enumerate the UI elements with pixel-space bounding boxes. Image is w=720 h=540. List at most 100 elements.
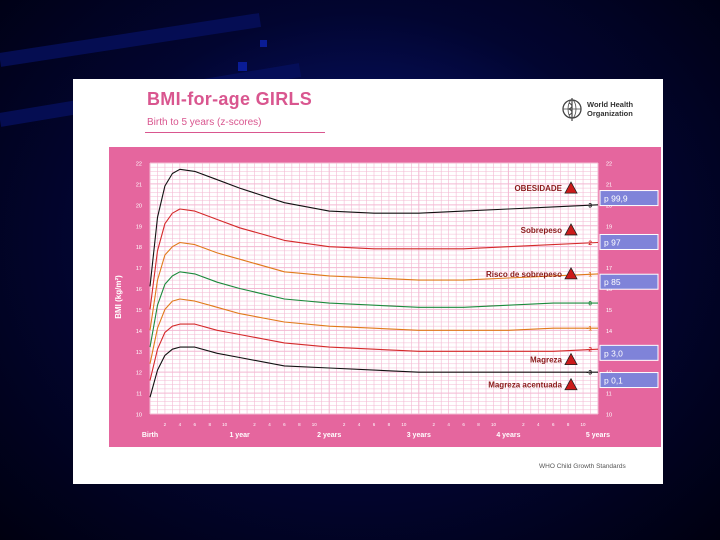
x-minor-tick-label: 6 (373, 422, 376, 427)
warning-marker-icon (564, 267, 578, 280)
percentile-box (599, 344, 659, 361)
z-score-label: 2 (588, 240, 592, 247)
z-score-label: -3 (586, 370, 592, 377)
series-line-0 (149, 271, 598, 348)
chart-grid (149, 162, 599, 415)
z-score-label: 0 (588, 301, 592, 308)
percentile-box (599, 190, 659, 207)
annotation-label: Magreza acentuada (488, 381, 562, 390)
x-minor-tick-label: 4 (179, 422, 182, 427)
series-line--2 (149, 323, 599, 381)
y-tick-label: 16 (606, 287, 612, 293)
z-score-label: -1 (586, 326, 592, 333)
series-line--1 (149, 298, 598, 364)
y-tick-label: 18 (136, 245, 142, 251)
y-tick-label: 17 (606, 266, 612, 272)
y-tick-label: 20 (136, 203, 142, 209)
x-minor-tick-label: 6 (462, 422, 465, 427)
x-minor-tick-label: 10 (581, 422, 587, 427)
x-minor-tick-label: 8 (477, 422, 480, 427)
y-tick-label: 10 (606, 413, 612, 419)
annotation-label: Risco de sobrepeso (486, 270, 562, 279)
x-minor-tick-label: 10 (222, 422, 228, 427)
percentile-label: p 85 (604, 277, 621, 287)
y-tick-label: 14 (136, 329, 142, 335)
y-tick-label: 15 (136, 308, 142, 314)
x-tick-labels: Birth 1 year 2 years 3 years 4 years 5 years 2… (142, 422, 610, 439)
y-tick-label: 11 (136, 392, 142, 398)
x-minor-tick-label: 10 (491, 422, 497, 427)
y-tick-label: 17 (136, 266, 142, 272)
who-logo: World Health Organization (561, 97, 653, 127)
series-line-3 (149, 168, 599, 287)
x-tick-label: 5 years (586, 432, 610, 439)
x-tick-label: 1 year (229, 432, 250, 439)
y-tick-label: 12 (136, 371, 142, 377)
z-score-label: -2 (586, 347, 592, 354)
x-minor-tick-label: 4 (537, 422, 540, 427)
x-minor-tick-label: 2 (432, 422, 435, 427)
chart-subtitle: Birth to 5 years (z-scores) (147, 117, 262, 128)
x-minor-tick-label: 2 (253, 422, 256, 427)
x-minor-tick-label: 10 (401, 422, 407, 427)
y-tick-label: 21 (606, 182, 612, 188)
x-tick-label: 2 years (317, 432, 341, 439)
x-minor-tick-label: 4 (358, 422, 361, 427)
x-tick-label: 4 years (496, 432, 520, 439)
x-axis-label: Age (completed months and years) (307, 447, 432, 456)
y-tick-label: 11 (606, 392, 612, 398)
x-minor-tick-label: 10 (312, 422, 318, 427)
x-minor-tick-label: 8 (208, 422, 211, 427)
x-minor-tick-label: 8 (567, 422, 570, 427)
x-minor-tick-label: 6 (283, 422, 286, 427)
who-org-name: World Health Organization (587, 100, 634, 118)
series-line--3 (149, 346, 598, 398)
warning-marker-icon (564, 223, 578, 236)
percentile-label: p 97 (604, 237, 621, 247)
percentile-box (599, 372, 659, 389)
who-standards-note: WHO Child Growth Standards (539, 463, 626, 470)
z-score-label: 1 (588, 271, 592, 278)
z-score-labels: 3 2 1 0 -1 -2 -3 (586, 202, 592, 376)
warning-marker-icon (564, 352, 578, 366)
y-tick-label: 15 (606, 308, 612, 314)
annotation-label: Magreza (530, 356, 563, 365)
annotation-label: Sobrepeso (521, 226, 562, 235)
x-minor-tick-label: 8 (298, 422, 301, 427)
y-tick-label: 16 (136, 287, 142, 293)
annotation-label: OBESIDADE (514, 184, 562, 193)
y-tick-label: 19 (136, 224, 142, 230)
warning-marker-icon (564, 181, 578, 194)
percentile-label: p 0,1 (604, 376, 623, 386)
x-minor-tick-label: 6 (552, 422, 555, 427)
x-minor-tick-label: 2 (343, 422, 346, 427)
chart-series (149, 168, 599, 398)
y-tick-label: 22 (136, 162, 142, 168)
x-minor-tick-label: 4 (447, 422, 450, 427)
y-tick-label: 21 (136, 182, 142, 188)
x-tick-label: 3 years (407, 432, 431, 439)
percentile-boxes: p 99,9 p 97 p 85 p 3,0 p 0,1 (599, 190, 659, 389)
who-emblem-icon (562, 98, 582, 121)
z-score-label: 3 (588, 202, 592, 209)
y-tick-label: 19 (606, 224, 612, 230)
y-tick-label: 14 (606, 329, 612, 335)
y-tick-label: 22 (606, 162, 612, 168)
x-tick-label: Birth (142, 432, 158, 439)
percentile-label: p 3,0 (604, 348, 623, 358)
series-line-2 (149, 208, 599, 310)
y-tick-label: 20 (606, 203, 612, 209)
x-minor-tick-label: 4 (268, 422, 271, 427)
x-minor-tick-label: 2 (164, 422, 167, 427)
growth-chart-card: BMI-for-age GIRLS Birth to 5 years (z-sc… (73, 79, 663, 484)
y-tick-label: 10 (136, 413, 142, 419)
warning-marker-icon (564, 377, 578, 391)
classification-annotations: OBESIDADE Sobrepeso Risco de sobrepeso Magr… (486, 181, 578, 391)
title-rule (145, 132, 325, 133)
percentile-box (599, 233, 659, 250)
y-axis-label: BMI (kg/m²) (114, 275, 123, 319)
series-line-1 (149, 241, 599, 331)
y-tick-label: 13 (136, 350, 142, 356)
x-minor-tick-label: 6 (194, 422, 197, 427)
